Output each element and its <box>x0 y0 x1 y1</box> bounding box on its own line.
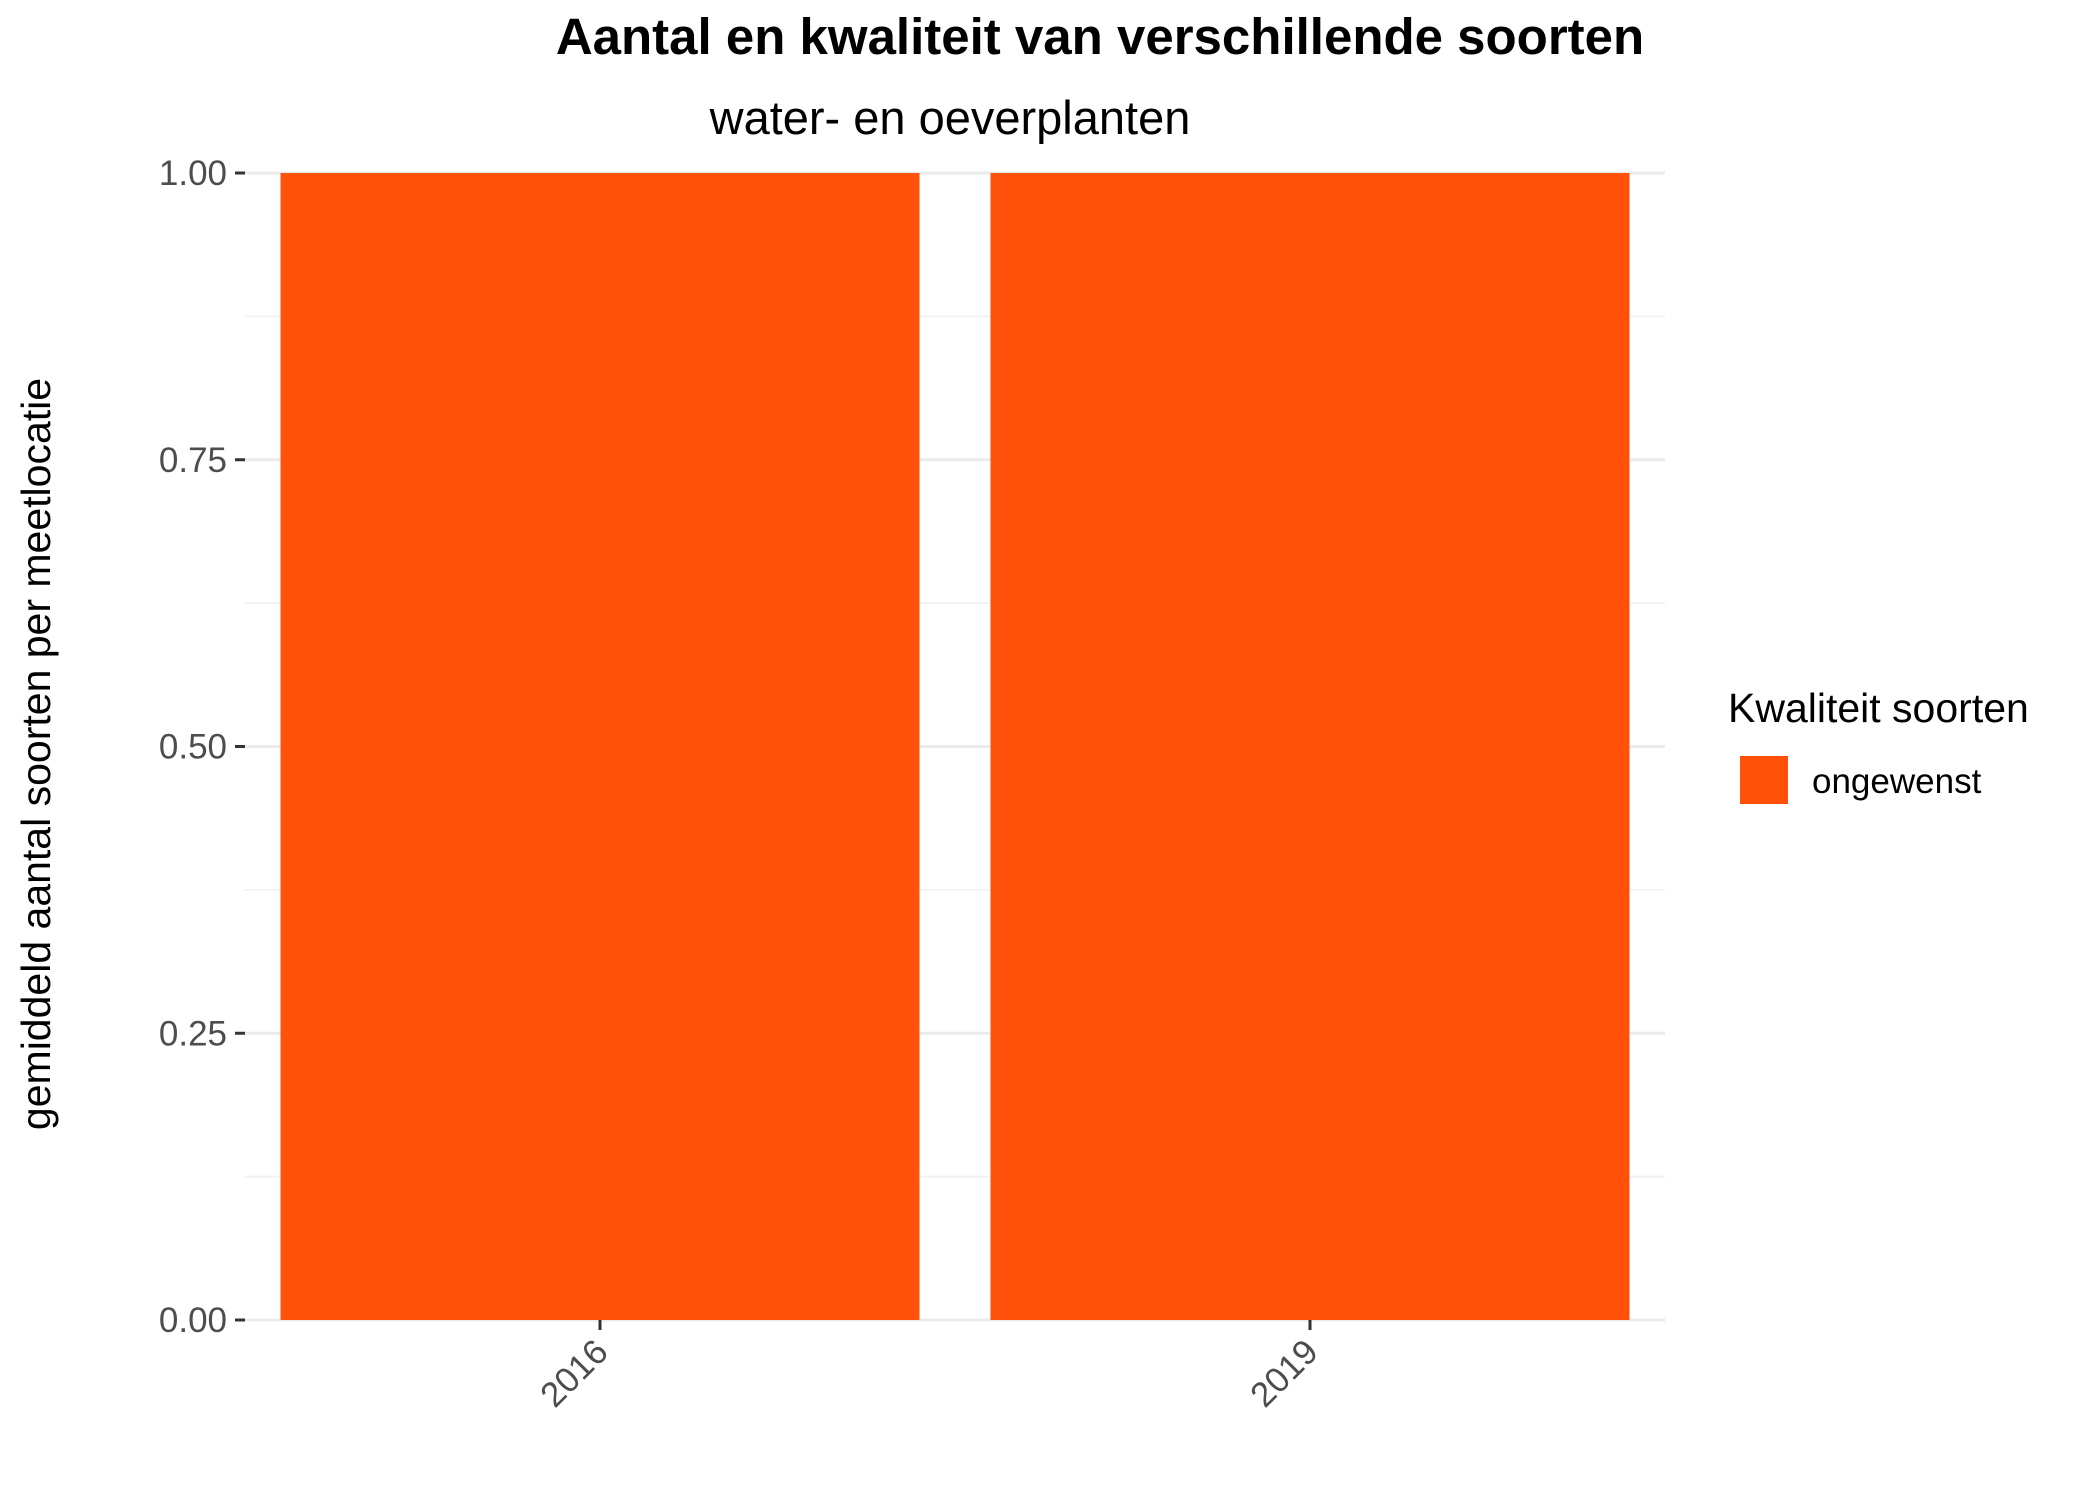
x-axis: 2016 2019 <box>533 1320 1326 1415</box>
bar-2016-ongewenst <box>280 173 920 1320</box>
bar-2019-ongewenst <box>990 173 1630 1320</box>
plot-panel: 0.00 0.25 0.50 0.75 1.00 2016 2019 <box>159 154 1665 1415</box>
chart-title: Aantal en kwaliteit van verschillende so… <box>556 8 1644 65</box>
legend-title: Kwaliteit soorten <box>1728 685 2029 731</box>
legend-key-ongewenst <box>1740 756 1788 804</box>
y-tick-label: 0.00 <box>159 1301 227 1340</box>
y-tick-label: 0.75 <box>159 441 227 480</box>
x-tick-label: 2019 <box>1243 1332 1326 1415</box>
legend-label: ongewenst <box>1812 762 1982 801</box>
legend: Kwaliteit soorten ongewenst <box>1728 685 2029 804</box>
y-tick-label: 1.00 <box>159 154 227 193</box>
y-tick-label: 0.25 <box>159 1014 227 1053</box>
y-axis: 0.00 0.25 0.50 0.75 1.00 <box>159 154 245 1340</box>
bars <box>280 173 1630 1320</box>
y-tick-label: 0.50 <box>159 728 227 767</box>
chart-subtitle: water- en oeverplanten <box>709 91 1191 144</box>
legend-entries: ongewenst <box>1740 756 1982 804</box>
x-tick-label: 2016 <box>533 1332 616 1415</box>
y-axis-title: gemiddeld aantal soorten per meetlocatie <box>13 378 59 1130</box>
